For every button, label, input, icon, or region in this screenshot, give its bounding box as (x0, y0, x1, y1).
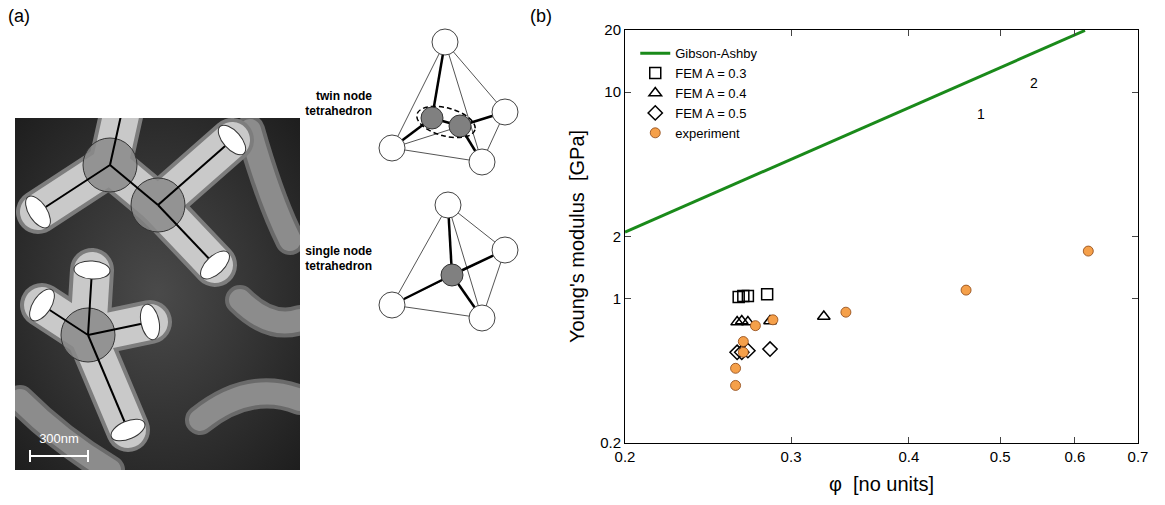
svg-text:0.3: 0.3 (781, 448, 802, 465)
svg-text:0.4: 0.4 (898, 448, 919, 465)
svg-text:20: 20 (604, 21, 621, 38)
svg-text:0.5: 0.5 (990, 448, 1011, 465)
svg-text:single nodetetrahedron: single nodetetrahedron (305, 244, 372, 273)
svg-text:(a): (a) (8, 6, 30, 26)
svg-text:Young's modulus [GPa]: Young's modulus [GPa] (566, 130, 588, 343)
svg-text:twin nodetetrahedron: twin nodetetrahedron (305, 89, 372, 118)
svg-text:0.7: 0.7 (1128, 448, 1149, 465)
svg-text:0.6: 0.6 (1064, 448, 1085, 465)
html-text:(b): (b) (530, 6, 552, 26)
svg-text:FEM A = 0.3: FEM A = 0.3 (675, 66, 746, 81)
svg-text:10: 10 (604, 83, 621, 100)
svg-text:1: 1 (613, 290, 621, 307)
svg-text:0.2: 0.2 (615, 448, 636, 465)
svg-text:experiment: experiment (675, 126, 740, 141)
svg-text:1: 1 (977, 106, 985, 122)
svg-text:2: 2 (1030, 75, 1038, 91)
svg-text:FEM A = 0.5: FEM A = 0.5 (675, 106, 746, 121)
svg-text:φ [no units]: φ [no units] (829, 473, 934, 495)
svg-text:Gibson-Ashby: Gibson-Ashby (675, 46, 757, 61)
svg-text:0.2: 0.2 (600, 434, 621, 451)
svg-text:300nm: 300nm (39, 431, 79, 446)
svg-text:2: 2 (613, 228, 621, 245)
svg-text:FEM A = 0.4: FEM A = 0.4 (675, 86, 746, 101)
